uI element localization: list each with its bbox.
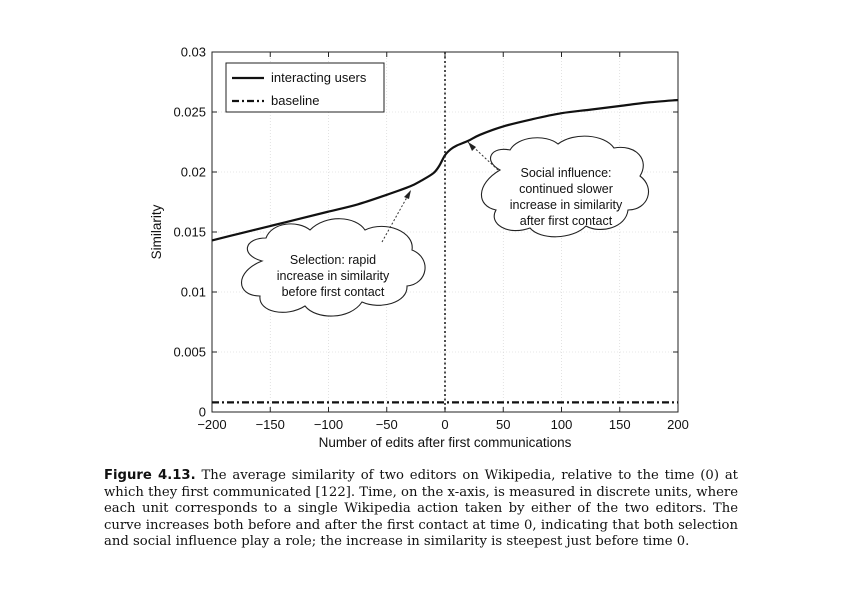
y-tick-label: 0.025 (173, 105, 206, 120)
x-tick-label: 0 (441, 417, 448, 432)
legend-box (225, 62, 385, 113)
social-line-4: after first contact (520, 214, 613, 228)
x-tick-label: 200 (667, 417, 689, 432)
y-tick-label: 0.02 (181, 165, 206, 180)
social-cloud (480, 135, 650, 238)
x-tick-label: −50 (376, 417, 398, 432)
selection-line-2: increase in similarity (277, 269, 390, 283)
figure-caption: Figure 4.13. The average similarity of t… (104, 468, 738, 551)
series-layer (211, 98, 679, 404)
x-tick-label: 100 (551, 417, 573, 432)
annotation-social: Social influence: continued slower incre… (467, 135, 650, 238)
social-arrowhead (468, 142, 476, 151)
selection-line-1: Selection: rapid (290, 253, 376, 267)
y-tick-label: 0.005 (173, 345, 206, 360)
x-tick-label: 150 (609, 417, 631, 432)
similarity-chart: −200 −150 −100 −50 0 50 100 150 200 0 0.005 0.01 0.0… (149, 45, 689, 451)
social-arrow (467, 141, 499, 171)
social-line-3: increase in similarity (510, 198, 623, 212)
annotation-selection: Selection: rapid increase in similarity … (241, 189, 426, 317)
axis-ticks: −200 −150 −100 −50 0 50 100 150 200 0 0.005 0.01 0.0… (173, 45, 688, 433)
selection-arrowhead (404, 190, 411, 199)
caption-label: Figure 4.13. (104, 468, 196, 483)
x-tick-label: −100 (314, 417, 343, 432)
y-tick-label: 0.015 (173, 225, 206, 240)
legend: interacting users baseline (225, 62, 385, 113)
y-tick-label: 0.03 (181, 45, 206, 60)
selection-cloud (241, 218, 426, 317)
selection-line-3: before first contact (282, 285, 385, 299)
y-tick-label: 0 (199, 405, 206, 420)
x-axis-title: Number of edits after first communicatio… (319, 435, 572, 450)
caption-text: The average similarity of two editors on… (104, 468, 738, 550)
legend-label-baseline: baseline (271, 93, 319, 108)
x-tick-label: −200 (197, 417, 226, 432)
legend-label-interacting-users: interacting users (271, 70, 367, 85)
social-line-2: continued slower (519, 182, 613, 196)
x-tick-label: 50 (496, 417, 510, 432)
social-line-1: Social influence: (520, 166, 611, 180)
y-axis-title: Similarity (149, 204, 164, 259)
series-line-interacting-users (211, 98, 679, 242)
selection-arrow (381, 189, 412, 243)
x-tick-label: −150 (256, 417, 285, 432)
y-tick-label: 0.01 (181, 285, 206, 300)
